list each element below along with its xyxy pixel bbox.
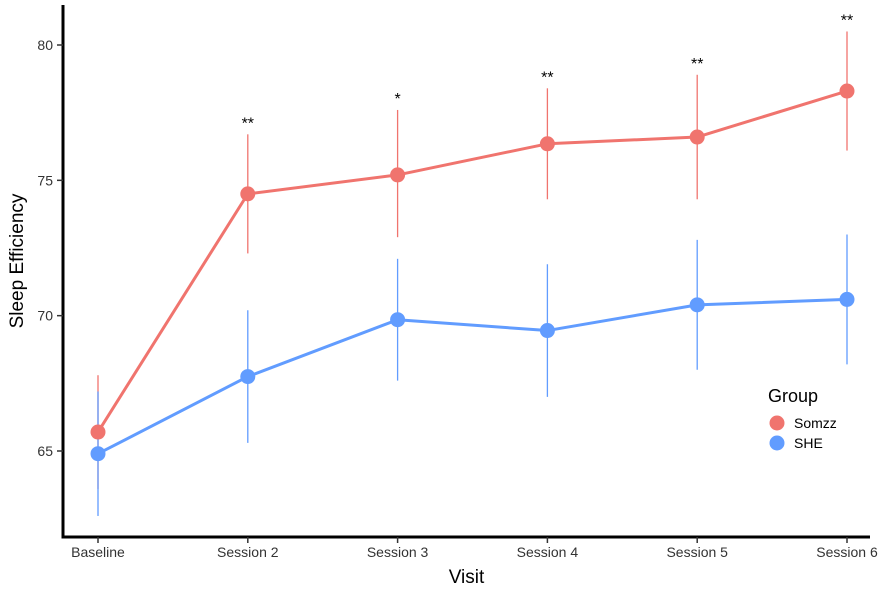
data-point-she [539, 323, 555, 339]
data-point-somzz [390, 167, 406, 183]
x-axis-title: Visit [449, 567, 485, 588]
x-tick-label: Session 6 [816, 544, 878, 560]
data-point-she [90, 446, 106, 462]
significance-mark: ** [841, 12, 853, 29]
y-axis-title: Sleep Efficiency [7, 193, 28, 328]
x-tick-label: Session 5 [666, 544, 728, 560]
legend-swatch-somzz [769, 415, 785, 431]
data-point-somzz [689, 129, 705, 145]
legend: Group Somzz SHE [768, 386, 837, 451]
legend-title: Group [768, 386, 818, 406]
series-lines [96, 89, 848, 456]
significance-mark: ** [541, 69, 553, 86]
data-points [90, 83, 855, 462]
axes: 65 70 75 80 Baseline Session 2 Session 3 Sessio… [7, 5, 878, 588]
significance-mark: ** [242, 115, 254, 132]
significance-annotations: ********* [242, 12, 854, 132]
data-point-somzz [240, 186, 256, 202]
data-point-she [390, 312, 406, 328]
legend-swatch-she [769, 435, 785, 451]
data-point-somzz [90, 424, 106, 440]
y-tick-label: 75 [37, 172, 53, 188]
legend-label: SHE [794, 435, 823, 451]
legend-label: Somzz [794, 415, 837, 431]
series-line-somzz [96, 89, 848, 433]
significance-mark: * [394, 91, 400, 108]
data-point-she [689, 297, 705, 313]
series-line-she [97, 297, 848, 456]
x-tick-label: Session 2 [217, 544, 279, 560]
data-point-she [240, 369, 256, 385]
y-tick-label: 70 [37, 308, 53, 324]
data-point-somzz [539, 136, 555, 152]
y-tick-label: 65 [37, 443, 53, 459]
error-bars [97, 31, 848, 516]
y-tick-label: 80 [37, 37, 53, 53]
significance-mark: ** [691, 56, 703, 73]
data-point-she [839, 291, 855, 307]
data-point-somzz [839, 83, 855, 99]
x-tick-label: Session 3 [367, 544, 429, 560]
x-tick-label: Session 4 [517, 544, 579, 560]
x-tick-label: Baseline [71, 544, 125, 560]
